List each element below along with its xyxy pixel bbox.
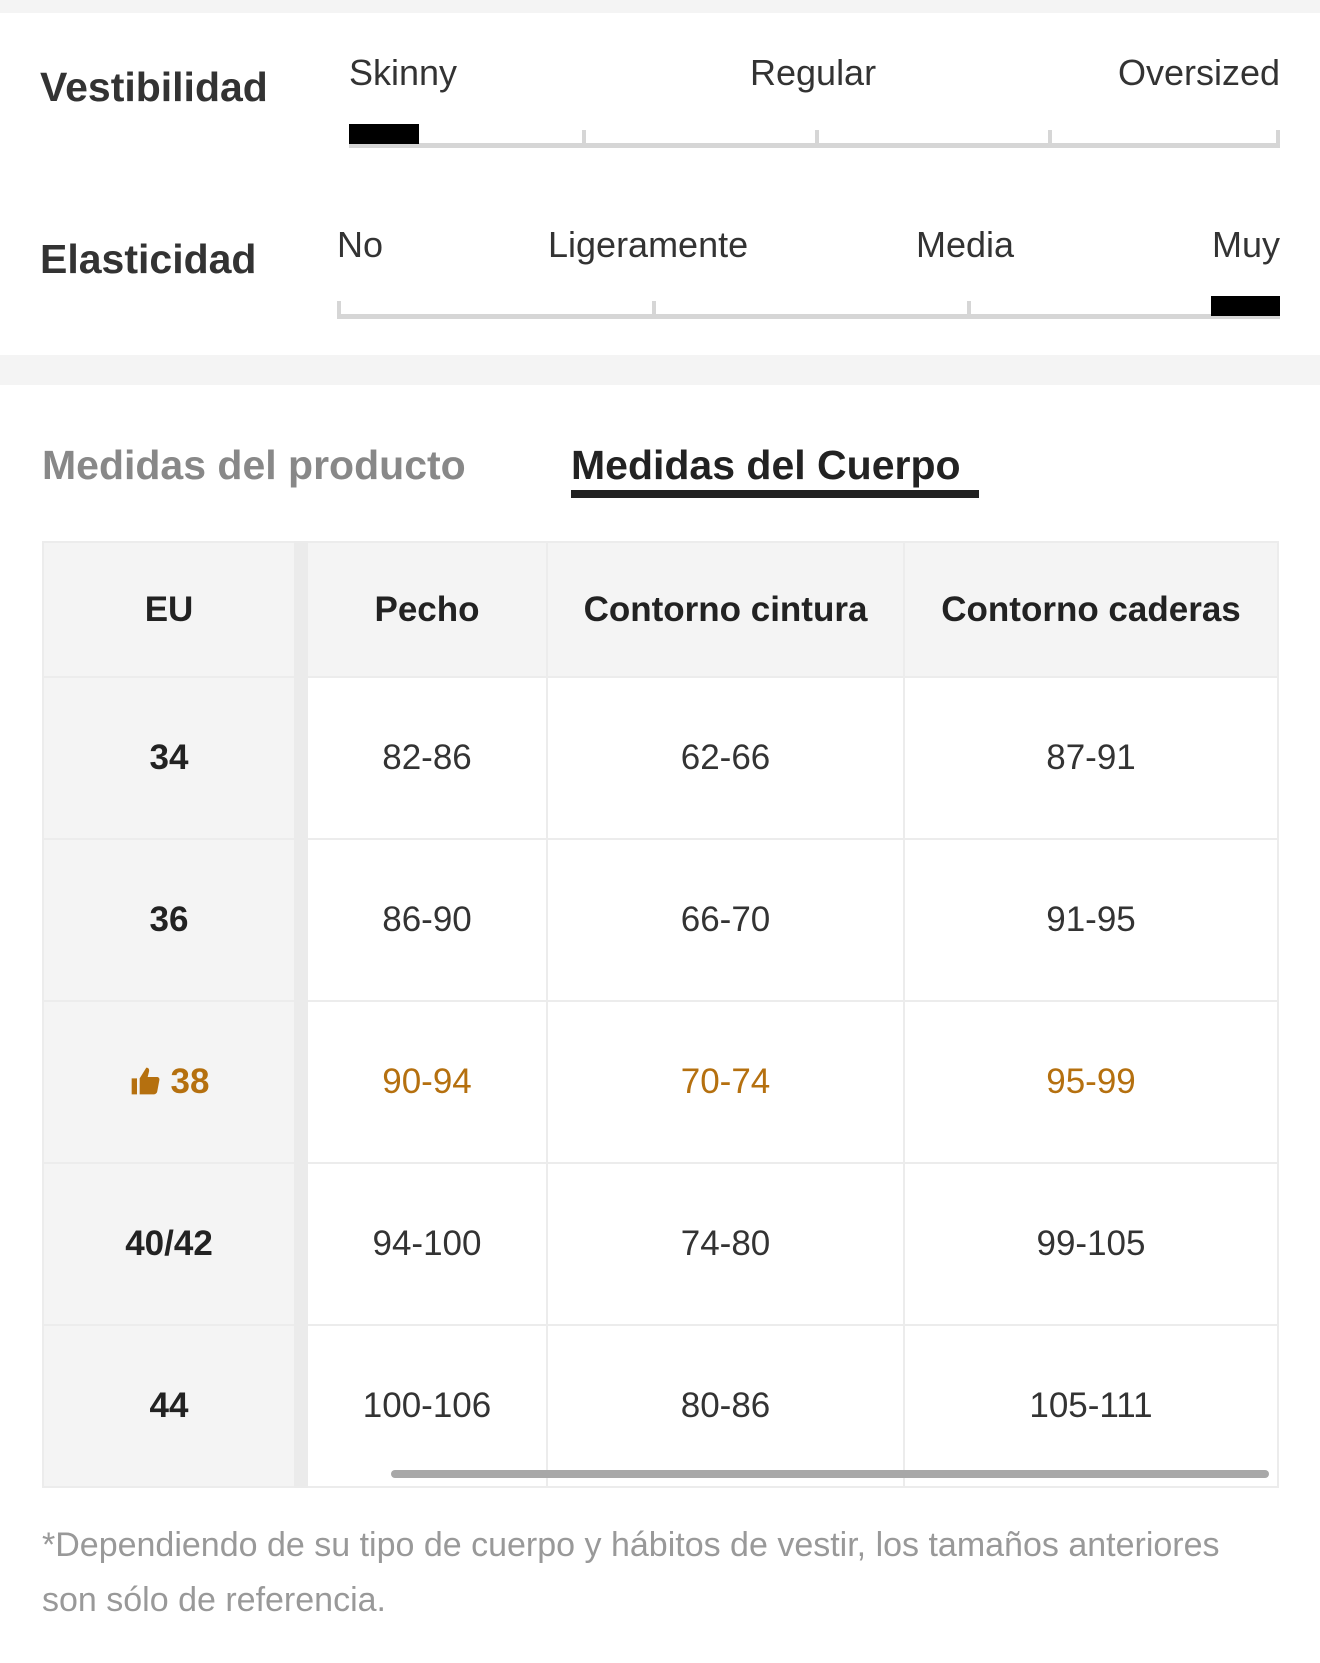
thumb-icon (131, 1067, 159, 1095)
measure-cell: 82-86 (300, 676, 548, 840)
elasticity-label: Elasticidad (40, 236, 257, 282)
size-cell: 36 (42, 838, 308, 1002)
size-table: EU Pecho Contorno cintura Contorno cader… (42, 541, 1279, 1488)
cell-text: 99-105 (1036, 1224, 1146, 1263)
fit-option: Regular (750, 52, 877, 93)
cell-text: 34 (149, 738, 189, 777)
elasticity-option: Muy (1211, 224, 1280, 265)
size-cell: 34 (42, 676, 308, 840)
elasticity-track (337, 314, 1280, 319)
measure-cell: 74-80 (546, 1162, 905, 1326)
measure-cell: 91-95 (903, 838, 1279, 1002)
fit-track (349, 143, 1280, 148)
cell-text: 87-91 (1046, 738, 1136, 777)
cell-text: 90-94 (382, 1062, 472, 1101)
measure-cell: 87-91 (903, 676, 1279, 840)
tab-active[interactable]: Medidas del Cuerpo (571, 442, 961, 488)
fit-tick (582, 130, 586, 146)
fit-option: Skinny (349, 52, 458, 93)
measure-cell: 66-70 (546, 838, 905, 1002)
header-row: EU Pecho Contorno cintura Contorno cader… (42, 541, 1279, 678)
header-cell: Contorno cintura (546, 541, 905, 678)
top-strip (0, 0, 1320, 13)
elasticity-tick (337, 301, 341, 317)
cell-text: 70-74 (680, 1062, 771, 1101)
table-row: 38 90-94 70-74 95-99 (42, 1000, 1279, 1164)
size-cell: 38 (42, 1000, 308, 1164)
measure-cell: 70-74 (546, 1000, 905, 1164)
cell-text: 38 (170, 1062, 210, 1101)
elasticity-tick (967, 301, 971, 317)
scrollbar[interactable] (391, 1470, 1269, 1478)
cell-text: 95-99 (1046, 1062, 1136, 1101)
measure-cell: 86-90 (300, 838, 548, 1002)
table-row: 44 100-106 80-86 105-111 (42, 1324, 1279, 1488)
table-row: 34 82-86 62-66 87-91 (42, 676, 1279, 840)
measure-cell: 95-99 (903, 1000, 1279, 1164)
measure-cell: 90-94 (300, 1000, 548, 1164)
fit-tick (815, 130, 819, 146)
measure-cell: 100-106 (300, 1324, 548, 1488)
fit-tick (1276, 130, 1280, 146)
measure-cell: 99-105 (903, 1162, 1279, 1326)
cell-text: 66-70 (680, 900, 771, 939)
measure-cell: 62-66 (546, 676, 905, 840)
cell-text: 40/42 (125, 1224, 213, 1263)
cell-text: 100-106 (362, 1386, 492, 1425)
fit-label: Vestibilidad (40, 64, 268, 110)
measure-cell: 80-86 (546, 1324, 905, 1488)
elasticity-tick (652, 301, 656, 317)
elasticity-marker (1211, 296, 1280, 316)
cell-text: 36 (149, 900, 189, 939)
measure-cell: 94-100 (300, 1162, 548, 1326)
header-cell: Pecho (300, 541, 548, 678)
cell-text: 91-95 (1046, 900, 1136, 939)
tab-underline (571, 490, 979, 498)
cell-text: 94-100 (372, 1224, 482, 1263)
cell-text: 74-80 (680, 1224, 771, 1263)
cell-text: 105-111 (1029, 1386, 1153, 1425)
cell-text: 82-86 (382, 738, 472, 777)
footnote: *Dependiendo de su tipo de cuerpo y hábi… (42, 1526, 1220, 1619)
table-row: 40/42 94-100 74-80 99-105 (42, 1162, 1279, 1326)
tab[interactable]: Medidas del producto (42, 442, 466, 488)
size-cell: 44 (42, 1324, 308, 1488)
elasticity-option: Ligeramente (548, 224, 749, 265)
fit-tick (1048, 130, 1052, 146)
header-cell: Contorno caderas (903, 541, 1279, 678)
header-cell: EU (42, 541, 308, 678)
elasticity-option: Media (916, 224, 1015, 265)
cell-text: 80-86 (680, 1386, 771, 1425)
measure-cell: 105-111 (903, 1324, 1279, 1488)
cell-text: 62-66 (680, 738, 771, 777)
divider (0, 355, 1320, 385)
size-cell: 40/42 (42, 1162, 308, 1326)
table-row: 36 86-90 66-70 91-95 (42, 838, 1279, 1002)
elasticity-option: No (337, 224, 384, 265)
fit-option: Oversized (1117, 52, 1280, 93)
cell-text: 44 (149, 1386, 189, 1425)
cell-text: 86-90 (382, 900, 472, 939)
fit-marker (349, 124, 419, 144)
